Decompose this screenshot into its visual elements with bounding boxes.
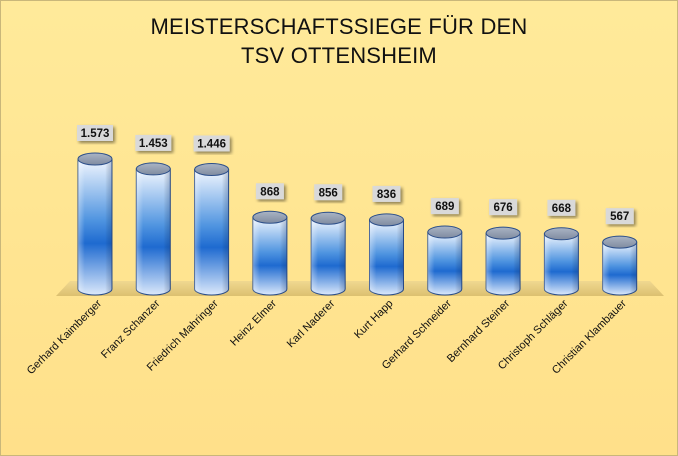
bar-top-cap	[77, 152, 113, 166]
data-label: 1.573	[77, 125, 113, 141]
bar	[194, 162, 230, 296]
bar-shading	[544, 233, 579, 295]
data-label-box	[135, 134, 172, 151]
chart-title-line-2: TSV OTTENSHEIM	[241, 43, 437, 68]
category-label: Kurt Happ	[352, 298, 396, 342]
data-label-box	[547, 199, 576, 216]
data-label-box	[314, 184, 343, 201]
data-label-box	[77, 125, 113, 141]
bar-top-cap	[194, 162, 230, 176]
category-label: Karl Naderer	[285, 297, 338, 350]
data-label: 868	[255, 183, 284, 200]
bar-top-cap	[485, 226, 521, 240]
data-label-box	[255, 183, 284, 200]
bar-top-cap	[252, 210, 288, 224]
bar	[485, 226, 521, 296]
bar-shading	[311, 218, 346, 295]
category-label: Franz Schanzer	[99, 297, 163, 361]
bar-top-cap	[602, 235, 638, 249]
bar	[310, 211, 346, 296]
data-label-text: 668	[552, 203, 572, 215]
data-label-text: 1.446	[197, 138, 226, 150]
bar-shading	[602, 242, 637, 295]
category-label: Bernhard Steiner	[445, 297, 513, 365]
data-label-text: 689	[435, 201, 454, 213]
data-label: 567	[605, 208, 634, 225]
chart-title: MEISTERSCHAFTSSIEGE FÜR DEN TSV OTTENSHE…	[0, 12, 678, 70]
bar-shading	[486, 233, 521, 295]
data-label: 689	[430, 198, 459, 215]
data-label-text: 567	[610, 211, 629, 223]
bar	[252, 210, 288, 296]
bar-shading	[194, 169, 229, 295]
data-label-box	[430, 198, 459, 215]
bar	[427, 225, 463, 296]
category-label: Gerhard Kaimberger	[25, 297, 105, 377]
bars-layer: 1.573 Gerhard Kaimberger 1.453 Franz Schanz…	[25, 125, 638, 377]
bar-shading	[252, 217, 287, 295]
data-label: 676	[489, 199, 518, 216]
data-label-text: 1.453	[139, 138, 168, 150]
data-label-text: 868	[260, 186, 280, 198]
data-label-text: 1.573	[81, 128, 110, 140]
data-label-box	[489, 199, 518, 216]
bar	[369, 213, 404, 296]
bar-top-cap	[369, 213, 404, 227]
data-label-text: 676	[494, 202, 513, 214]
data-label: 668	[547, 199, 576, 216]
bar-shading	[369, 219, 404, 295]
bar-top-cap	[310, 211, 346, 225]
data-label: 836	[372, 185, 401, 202]
data-label-text: 836	[377, 189, 396, 201]
data-label-box	[372, 185, 401, 202]
data-label-text: 856	[319, 187, 338, 199]
data-label-box	[605, 208, 634, 225]
data-label: 1.446	[193, 135, 230, 152]
chart-title-line-1: MEISTERSCHAFTSSIEGE FÜR DEN	[150, 14, 528, 39]
category-label: Heinz Elmer	[228, 297, 279, 348]
bar	[77, 152, 113, 296]
bar-shading	[136, 168, 171, 295]
bar	[543, 227, 579, 296]
data-label-box	[193, 135, 230, 152]
bar	[602, 235, 638, 296]
bar-top-cap	[135, 162, 171, 176]
bar-top-cap	[427, 225, 463, 239]
bar	[135, 162, 171, 296]
data-label: 856	[314, 184, 343, 201]
bar-shading	[78, 159, 112, 295]
bar-top-cap	[543, 227, 579, 241]
data-label: 1.453	[135, 134, 172, 151]
bar-shading	[427, 232, 462, 295]
